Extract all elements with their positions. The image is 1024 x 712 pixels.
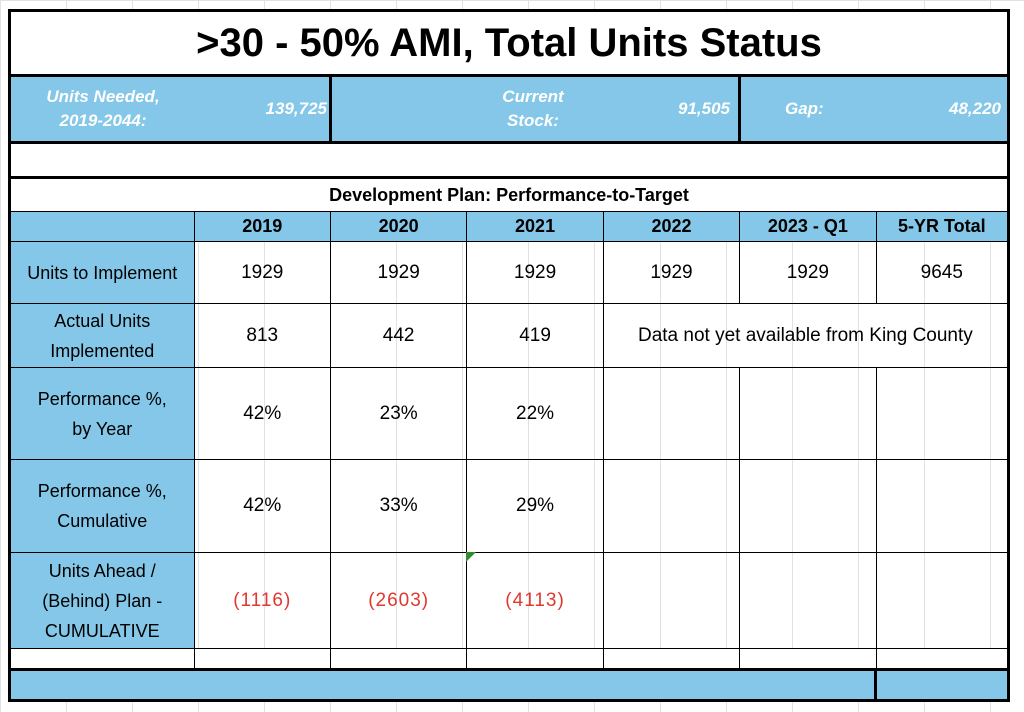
data-unavailable-note[interactable]: Data not yet available from King County xyxy=(602,303,1010,368)
row-label-line: by Year xyxy=(72,418,133,439)
table-cell[interactable]: 42% xyxy=(193,459,331,553)
col-header[interactable]: 2022 xyxy=(602,211,741,242)
current-stock-label-line2: Stock: xyxy=(507,111,559,130)
col-header[interactable]: 2023 - Q1 xyxy=(739,211,877,242)
units-needed-value: 139,725 xyxy=(265,99,327,118)
current-stock-label: Current Stock: xyxy=(478,85,588,133)
row-label[interactable]: Units Ahead / (Behind) Plan - CUMULATIVE xyxy=(9,552,195,649)
col-header[interactable]: 2019 xyxy=(193,211,331,242)
table-row: Actual Units Implemented 813 442 419 Dat… xyxy=(9,303,1010,368)
table-cell[interactable] xyxy=(466,648,604,669)
table-cell[interactable]: (2603) xyxy=(329,552,468,649)
row-label-line: Cumulative xyxy=(57,511,148,531)
comment-marker-icon xyxy=(466,552,476,562)
summary-header-row: Units Needed, 2019-2044: 139,725 Current… xyxy=(8,74,1010,144)
blank-row[interactable] xyxy=(8,144,1010,179)
units-needed-label-line2: 2019-2044: xyxy=(59,111,147,130)
row-label-line: Units Ahead / xyxy=(48,560,156,581)
table-cell[interactable] xyxy=(602,459,741,553)
gap-label: Gap: xyxy=(785,99,824,118)
row-label-line: Actual Units xyxy=(54,310,151,331)
table-row: Units Ahead / (Behind) Plan - CUMULATIVE… xyxy=(9,552,1010,649)
table-cell[interactable]: 813 xyxy=(193,303,331,368)
row-label[interactable]: Actual Units Implemented xyxy=(9,303,195,368)
table-cell[interactable]: 33% xyxy=(329,459,468,553)
gap-cell[interactable]: Gap: 48,220 xyxy=(741,77,1007,141)
col-header[interactable]: 2020 xyxy=(329,211,468,242)
gap-value: 48,220 xyxy=(949,99,1001,118)
table-row: Performance %, Cumulative 42% 33% 29% xyxy=(9,459,1010,553)
table-cell[interactable] xyxy=(739,552,877,649)
row-label[interactable]: Performance %, Cumulative xyxy=(9,459,195,553)
col-header[interactable]: 2021 xyxy=(466,211,604,242)
current-stock-cell[interactable]: Current Stock: 91,505 xyxy=(332,77,738,141)
performance-table: 2019 2020 2021 2022 2023 - Q1 5-YR Total… xyxy=(8,211,1010,669)
table-cell[interactable] xyxy=(329,648,468,669)
row-label[interactable]: Units to Implement xyxy=(9,241,195,304)
table-cell[interactable] xyxy=(875,648,1010,669)
table-cell[interactable]: 442 xyxy=(329,303,468,368)
table-cell[interactable]: 1929 xyxy=(466,241,604,304)
table-cell[interactable]: 42% xyxy=(193,367,331,460)
col-header[interactable]: 5-YR Total xyxy=(875,211,1010,242)
row-label-line: Performance %, xyxy=(37,481,167,501)
units-needed-label: Units Needed, 2019-2044: xyxy=(33,85,173,133)
current-stock-label-line1: Current xyxy=(502,87,564,106)
table-cell[interactable]: 22% xyxy=(466,367,604,460)
table-cell[interactable]: 29% xyxy=(466,459,604,553)
row-label-line: CUMULATIVE xyxy=(44,620,160,641)
table-cell[interactable]: (4113) xyxy=(466,552,604,649)
table-row: Units to Implement 1929 1929 1929 1929 1… xyxy=(9,241,1010,304)
table-cell[interactable]: (1116) xyxy=(193,552,331,649)
row-label[interactable]: Performance %, by Year xyxy=(9,367,195,460)
units-needed-label-line1: Units Needed, xyxy=(46,87,160,106)
table-cell[interactable]: 23% xyxy=(329,367,468,460)
bottom-bar[interactable] xyxy=(8,668,1010,702)
report-title: >30 - 50% AMI, Total Units Status xyxy=(8,9,1010,74)
table-cell[interactable]: 1929 xyxy=(193,241,331,304)
table-cell[interactable]: 419 xyxy=(466,303,604,368)
row-label-line: Implemented xyxy=(50,340,155,361)
table-cell[interactable]: 1929 xyxy=(329,241,468,304)
row-label-line: (Behind) Plan - xyxy=(42,590,163,611)
year-header-row: 2019 2020 2021 2022 2023 - Q1 5-YR Total xyxy=(9,211,1010,242)
table-row: Performance %, by Year 42% 23% 22% xyxy=(9,367,1010,460)
table-cell[interactable] xyxy=(875,367,1010,460)
table-cell[interactable]: 1929 xyxy=(602,241,741,304)
table-cell[interactable] xyxy=(739,459,877,553)
table-cell[interactable] xyxy=(9,648,195,669)
table-cell[interactable] xyxy=(602,367,741,460)
units-needed-cell[interactable]: Units Needed, 2019-2044: 139,725 xyxy=(11,77,329,141)
table-cell[interactable]: 1929 xyxy=(739,241,877,304)
current-stock-value: 91,505 xyxy=(678,99,730,118)
table-cell[interactable] xyxy=(739,648,877,669)
table-cell[interactable] xyxy=(602,552,741,649)
table-cell[interactable] xyxy=(193,648,331,669)
table-cell[interactable] xyxy=(602,648,741,669)
corner-cell[interactable] xyxy=(9,211,195,242)
table-row xyxy=(9,648,1010,669)
row-label-line: Performance %, xyxy=(37,388,167,409)
table-cell[interactable] xyxy=(739,367,877,460)
summary-divider xyxy=(329,77,332,141)
table-cell[interactable]: 9645 xyxy=(875,241,1010,304)
plan-title: Development Plan: Performance-to-Target xyxy=(8,179,1010,211)
bottom-divider xyxy=(874,671,877,699)
summary-divider xyxy=(738,77,741,141)
table-cell[interactable] xyxy=(875,459,1010,553)
table-cell[interactable] xyxy=(875,552,1010,649)
